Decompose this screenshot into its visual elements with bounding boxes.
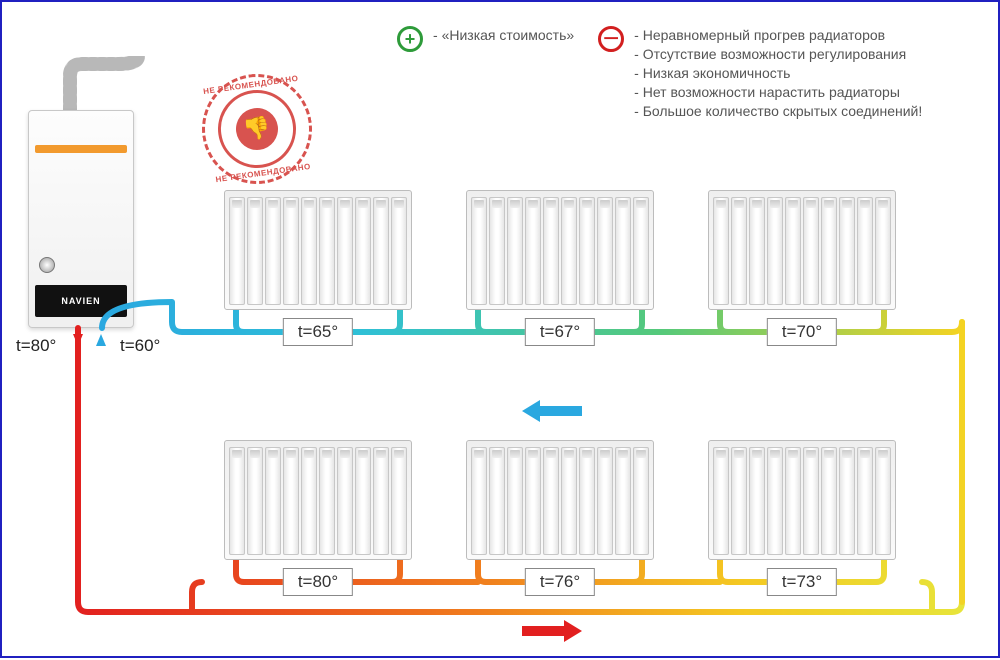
boiler: NAVIEN [28, 62, 142, 328]
thumbs-down-icon [233, 105, 280, 152]
plus-icon: + [397, 26, 423, 52]
con-block: － Неравномерный прогрев радиаторов Отсут… [598, 26, 922, 120]
temp-label: t=73° [767, 568, 837, 596]
con-item: Большое количество скрытых соединений! [634, 102, 922, 121]
temp-label: t=65° [283, 318, 353, 346]
pro-block: + «Низкая стоимость» [397, 26, 574, 120]
return-temp-label: t=60° [120, 336, 160, 356]
radiator-bottom-3: t=73° [708, 440, 896, 560]
temp-label: t=80° [283, 568, 353, 596]
radiator-top-2: t=67° [466, 190, 654, 310]
minus-icon: － [598, 26, 624, 52]
radiator-bottom-1: t=80° [224, 440, 412, 560]
radiator-top-1: t=65° [224, 190, 412, 310]
boiler-brand: NAVIEN [35, 285, 127, 317]
boiler-accent [35, 145, 127, 153]
radiator-top-3: t=70° [708, 190, 896, 310]
con-item: Низкая экономичность [634, 64, 922, 83]
diagram-frame: + «Низкая стоимость» － Неравномерный про… [0, 0, 1000, 658]
temp-label: t=70° [767, 318, 837, 346]
con-item: Неравномерный прогрев радиаторов [634, 26, 922, 45]
radiator-bottom-2: t=76° [466, 440, 654, 560]
stamp-inner [213, 85, 301, 173]
flow-arrow-supply-icon [522, 620, 582, 642]
con-item: Нет возможности нарастить радиаторы [634, 83, 922, 102]
con-item: Отсутствие возможности регулирования [634, 45, 922, 64]
boiler-body: NAVIEN [28, 110, 134, 328]
flow-arrow-return-icon [522, 400, 582, 422]
return-arrow-icon [96, 334, 106, 346]
pro-item: «Низкая стоимость» [433, 26, 574, 45]
not-recommended-stamp: НЕ РЕКОМЕНДОВАНО НЕ РЕКОМЕНДОВАНО [195, 67, 319, 191]
con-list: Неравномерный прогрев радиаторов Отсутст… [634, 26, 922, 120]
supply-arrow-icon [73, 334, 83, 346]
temp-label: t=76° [525, 568, 595, 596]
boiler-knob [39, 257, 55, 273]
pros-cons-header: + «Низкая стоимость» － Неравномерный про… [397, 26, 978, 120]
flue-pipe-icon [58, 56, 148, 110]
supply-temp-label: t=80° [16, 336, 56, 356]
temp-label: t=67° [525, 318, 595, 346]
